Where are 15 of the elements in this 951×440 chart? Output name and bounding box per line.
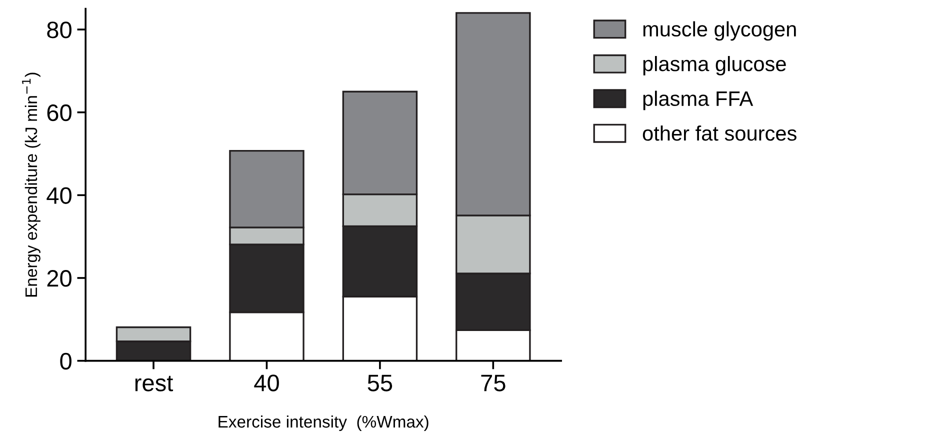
x-tick-label: 55 [368,374,392,392]
y-tick-label: 40 [46,187,72,204]
legend-label: plasma glucose [643,56,786,76]
x-axis-title: Exercise intensity (%Wmax) [218,415,428,431]
legend-label: plasma FFA [643,90,754,110]
legend-label: other fat sources [642,125,796,141]
y-tick-label: 80 [47,22,72,38]
y-axis-title: Energy expenditure (kJ min$^{−1}$) [22,72,40,297]
legend-label: muscle glycogen [643,21,796,41]
x-tick-label: 40 [254,374,279,392]
y-tick-label: 20 [47,270,72,287]
x-tick-label: rest [135,376,174,392]
x-tick-label: 75 [481,374,506,392]
y-tick-label: 60 [47,104,72,122]
y-tick-label: 0 [60,352,72,370]
